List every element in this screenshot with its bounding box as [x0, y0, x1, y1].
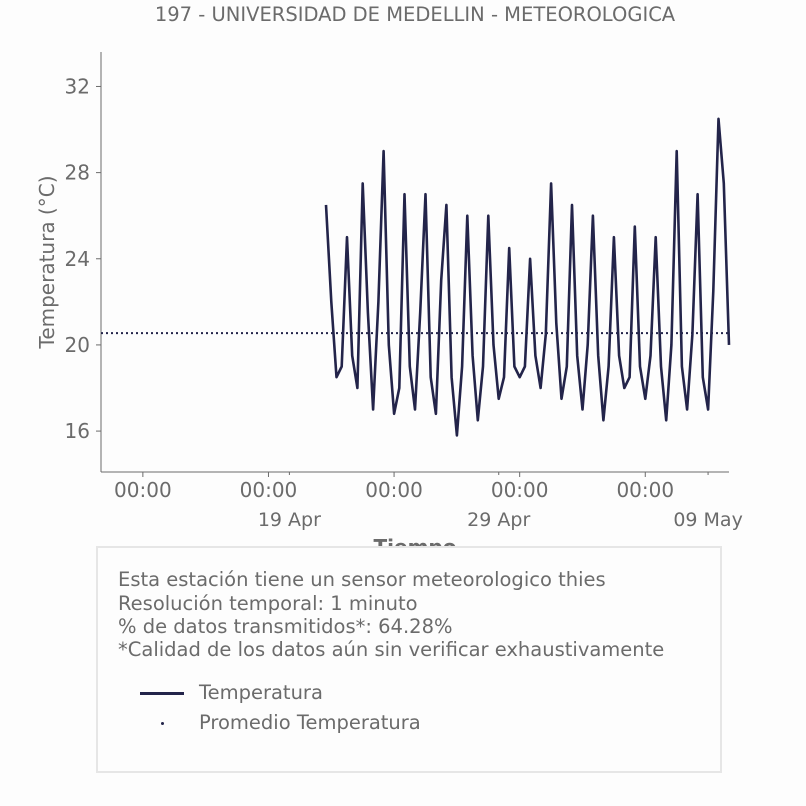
x-tick-time-label: 00:00: [365, 478, 423, 502]
station-sensor-text: Esta estación tiene un sensor meteorolog…: [118, 568, 606, 591]
x-tick-time-label: 00:00: [616, 478, 674, 502]
data-transmitted-text: % de datos transmitidos*: 64.28%: [118, 615, 453, 638]
x-tick-date-label: 29 Apr: [467, 509, 530, 531]
temperature-series-line: [324, 117, 731, 437]
series-group: [101, 117, 731, 437]
temperature-chart: 197 - UNIVERSIDAD DE MEDELLIN - METEOROL…: [35, 3, 743, 559]
temporal-resolution-text: Resolución temporal: 1 minuto: [118, 592, 418, 615]
y-tick-label: 28: [65, 161, 90, 185]
x-tick-date-label: 19 Apr: [258, 509, 321, 531]
legend-label-promedio: Promedio Temperatura: [199, 711, 421, 734]
legend-line-swatch: [140, 692, 184, 695]
x-tick-time-label: 00:00: [114, 478, 172, 502]
info-box: Esta estación tiene un sensor meteorolog…: [96, 546, 722, 773]
x-tick-time-label: 00:00: [491, 478, 549, 502]
y-tick-label: 32: [65, 74, 90, 98]
data-quality-note: *Calidad de los datos aún sin verificar …: [118, 638, 665, 661]
y-axis-label: Temperatura (°C): [35, 175, 59, 349]
y-ticks: 16 20 24 28 32: [65, 74, 101, 443]
axes: [100, 52, 729, 473]
chart-title: 197 - UNIVERSIDAD DE MEDELLIN - METEOROL…: [155, 3, 676, 26]
x-tick-time-label: 00:00: [240, 478, 298, 502]
y-tick-label: 16: [65, 419, 90, 443]
legend-label-temperatura: Temperatura: [199, 681, 323, 704]
x-tick-date-label: 09 May: [673, 509, 743, 531]
y-tick-label: 24: [65, 247, 90, 271]
y-tick-label: 20: [65, 333, 90, 357]
legend-dot-swatch: [161, 722, 164, 725]
x-ticks: 00:00 00:00 00:00 00:00 00:00 19 Apr 29 Apr 09 …: [114, 472, 743, 531]
